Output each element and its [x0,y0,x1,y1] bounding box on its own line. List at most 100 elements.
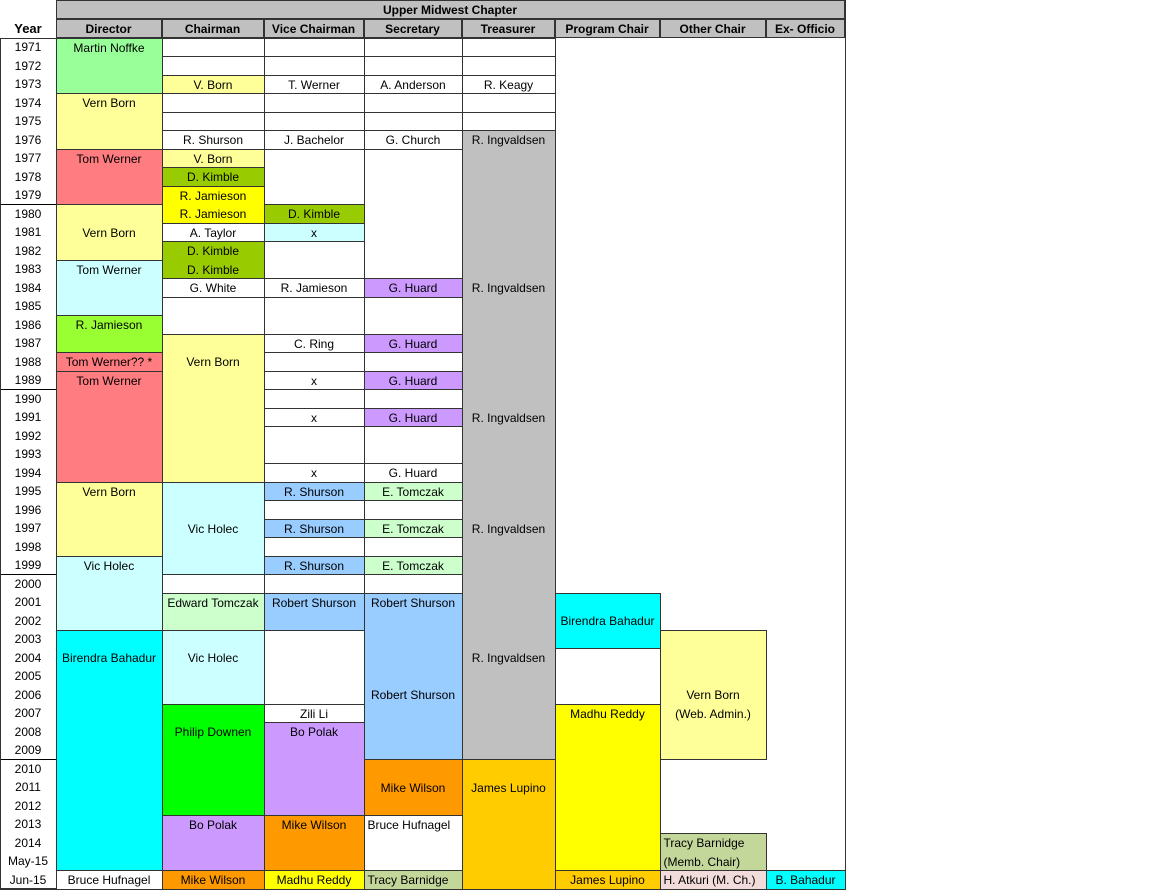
officer-name: Tracy Barnidge [367,873,449,887]
officer-name: x [311,225,317,240]
year-label: 1972 [14,58,42,73]
year-column-border [0,38,56,889]
secretary-cell [363,352,463,372]
director-cell: Tom Werner?? * [55,352,163,372]
decade-divider [0,574,56,575]
vice-chairman-cell: Madhu Reddy [263,870,365,890]
chairman-cell: Vic Holec [161,629,265,705]
program-chair-cell: Birendra Bahadur [554,592,661,649]
officer-name: James Lupino [570,873,645,887]
chairman-cell: Edward Tomczak [161,592,265,631]
vice-chairman-cell [263,56,365,76]
secretary-cell [363,574,463,594]
officer-name: x [311,410,317,425]
officer-name: Vern Born [82,484,136,499]
year-label: 1989 [14,373,42,387]
year-label: 2008 [14,724,42,739]
vice-chairman-cell: x [263,370,365,390]
vice-chairman-cell: D. Kimble [263,204,365,224]
year-label: 1984 [14,280,42,295]
officer-name: Vern Born (Web. Admin.) [675,688,751,721]
chairman-cell: D. Kimble D. Kimble [161,241,265,279]
secretary-cell [363,93,463,113]
officer-name: G. Huard [388,466,438,480]
chairman-cell: Vern Born [161,333,265,483]
secretary-cell: E. Tomczak [363,518,463,538]
vice-chairman-cell: R. Shurson [263,518,365,538]
vice-chairman-cell: R. Shurson [263,481,365,501]
decade-divider [0,389,56,390]
director-cell: Tom Werner [55,259,163,316]
officer-name: D. Kimble [287,207,340,221]
officer-name: C. Ring [293,336,334,351]
officer-name: R. Shurson [283,484,345,499]
director-cell: Birendra Bahadur [55,629,163,871]
secretary-cell [363,389,463,409]
vice-chairman-cell [263,629,365,705]
officer-name: H. Atkuri (M. Ch.) [663,873,756,887]
vice-chairman-cell: R. Shurson [263,555,365,575]
chairman-cell [161,56,265,76]
officer-name: G. Church [385,133,441,147]
chairman-cell [161,37,265,57]
vice-chairman-cell: Zili Li [263,703,365,723]
secretary-cell: G. Church [363,130,463,150]
officer-name: R. Jamieson [179,188,247,203]
year-label: 2000 [14,576,42,591]
year-label: 1995 [14,484,42,498]
chapter-title-header: Upper Midwest Chapter [55,0,845,19]
year-label: 1982 [14,243,42,258]
secretary-cell [363,56,463,76]
year-label: 2002 [14,613,42,628]
vice-chairman-cell [263,352,365,372]
chairman-cell: Bo Polak [161,814,265,871]
officer-name: Mike Wilson [180,873,246,887]
treasurer-cell: R. Ingvaldsen R. Ingvaldsen R. Ingvaldsen R… [461,130,556,760]
year-label: 2013 [14,817,42,831]
officer-name: Birendra Bahadur [61,651,157,665]
year-label: May-15 [7,854,48,868]
officer-name: R. Jamieson [280,281,348,295]
year-label: 1988 [14,354,42,369]
officer-name: Tom Werner [76,151,142,166]
officer-name: R. Jamieson [75,318,143,332]
vice-chairman-cell: Bo Polak [263,722,365,816]
year-label: 1971 [14,40,42,54]
officer-name: A. Anderson [380,77,446,92]
officer-name: Vic Holec [187,651,239,665]
officer-name: Bruce Hufnagel [367,817,451,832]
year-label: 1977 [14,151,42,165]
vice-chairman-cell: T. Werner [263,74,365,94]
officer-name: Robert Shurson [370,688,456,702]
vice-chairman-cell: x [263,222,365,242]
secretary-cell [363,426,463,464]
secretary-cell [363,111,463,131]
secretary-cell: A. Anderson [363,74,463,94]
officer-name: Vern Born [82,96,136,110]
vice-chairman-cell [263,537,365,557]
officer-name: Mike Wilson [281,817,347,832]
treasurer-cell [461,56,556,76]
year-label: 2007 [14,706,42,720]
vice-chairman-cell: C. Ring [263,333,365,353]
officer-name: R. Ingvaldsen [471,410,546,425]
year-label: 2011 [15,780,41,794]
officer-name: Vic Holec [187,521,239,536]
column-header-ex-officio: Ex- Officio [765,18,845,38]
program-chair-cell: James Lupino [554,870,661,890]
vice-chairman-cell [263,426,365,464]
column-header-vice-chairman: Vice Chairman [263,18,364,38]
vice-chairman-cell [263,389,365,409]
ex-officio-cell: B. Bahadur [765,870,846,890]
chairman-cell: G. White [161,278,265,298]
chairman-cell [161,111,265,131]
column-header-program-chair: Program Chair [554,18,660,38]
year-label: 1987 [14,336,42,350]
director-cell: Vern Born [55,204,163,261]
year-label: 2003 [14,632,42,646]
officer-name: B. Bahadur [775,873,836,887]
officer-name: E. Tomczak [382,484,444,499]
year-label: 2001 [14,595,42,609]
treasurer-cell [461,93,556,113]
other-chair-cell: H. Atkuri (M. Ch.) [659,870,767,890]
